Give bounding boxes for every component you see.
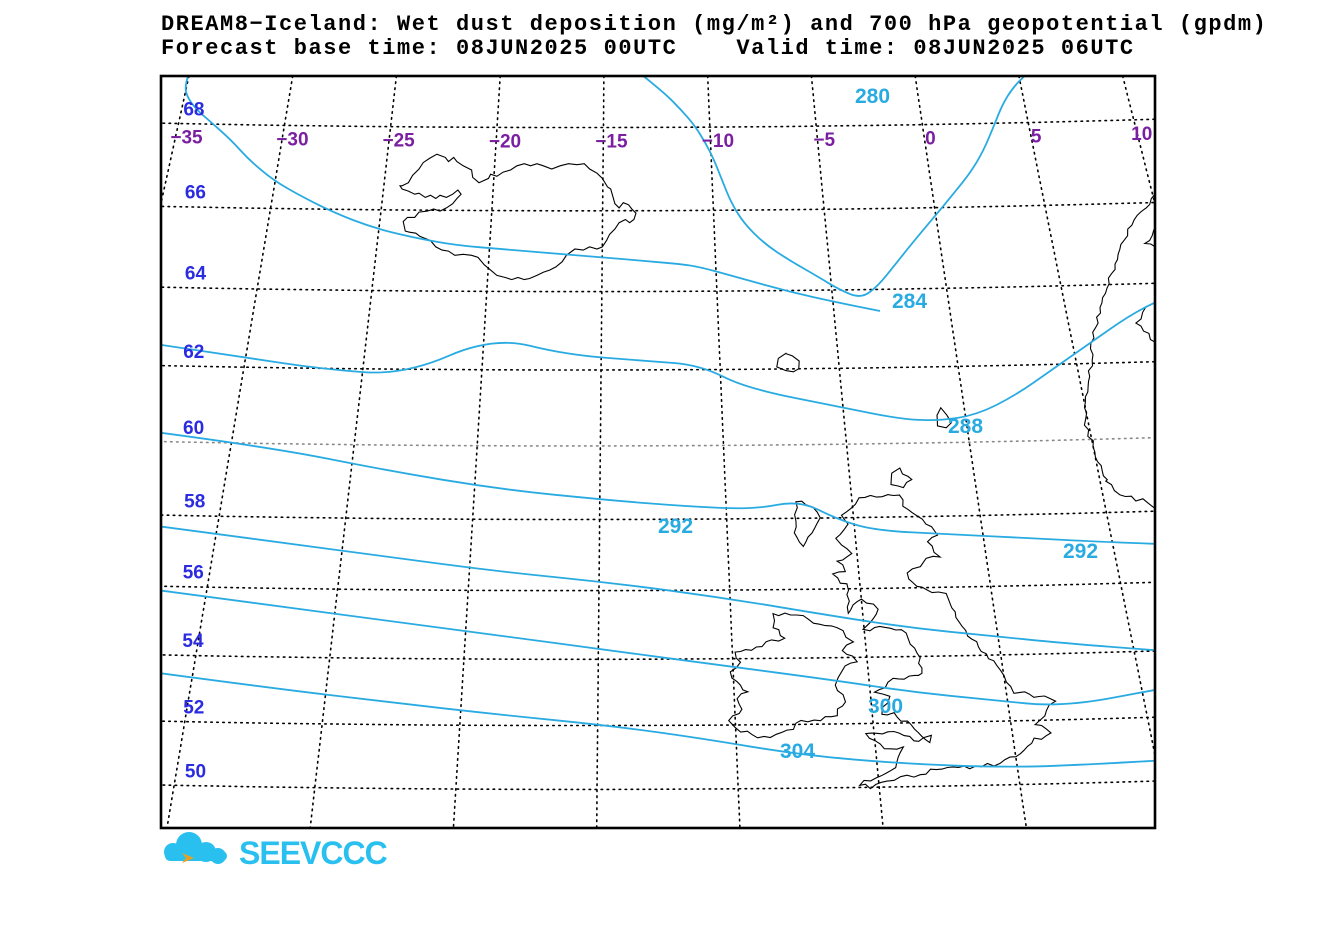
svg-text:292: 292 <box>658 515 693 538</box>
svg-text:54: 54 <box>182 631 204 652</box>
svg-text:292: 292 <box>1063 540 1098 563</box>
svg-text:304: 304 <box>780 740 815 763</box>
svg-text:288: 288 <box>948 415 983 438</box>
svg-text:−20: −20 <box>489 131 521 152</box>
svg-text:66: 66 <box>185 183 206 204</box>
svg-text:−35: −35 <box>170 128 203 149</box>
svg-text:68: 68 <box>183 99 204 120</box>
svg-text:300: 300 <box>868 695 903 718</box>
svg-text:64: 64 <box>185 264 207 285</box>
svg-text:−5: −5 <box>813 130 835 151</box>
svg-text:284: 284 <box>892 290 927 313</box>
svg-text:−25: −25 <box>382 131 415 152</box>
svg-text:−10: −10 <box>702 131 734 152</box>
svg-text:52: 52 <box>183 697 204 718</box>
svg-text:SEEVCCC: SEEVCCC <box>239 835 388 871</box>
svg-text:62: 62 <box>183 342 204 363</box>
svg-text:−15: −15 <box>595 132 628 153</box>
svg-text:−30: −30 <box>276 129 308 150</box>
svg-text:56: 56 <box>183 563 204 584</box>
svg-text:58: 58 <box>184 491 205 512</box>
svg-text:280: 280 <box>855 85 890 108</box>
svg-text:50: 50 <box>185 761 206 782</box>
svg-text:5: 5 <box>1031 127 1042 148</box>
svg-text:10: 10 <box>1131 124 1152 145</box>
svg-text:0: 0 <box>925 129 936 150</box>
svg-text:60: 60 <box>183 418 204 439</box>
